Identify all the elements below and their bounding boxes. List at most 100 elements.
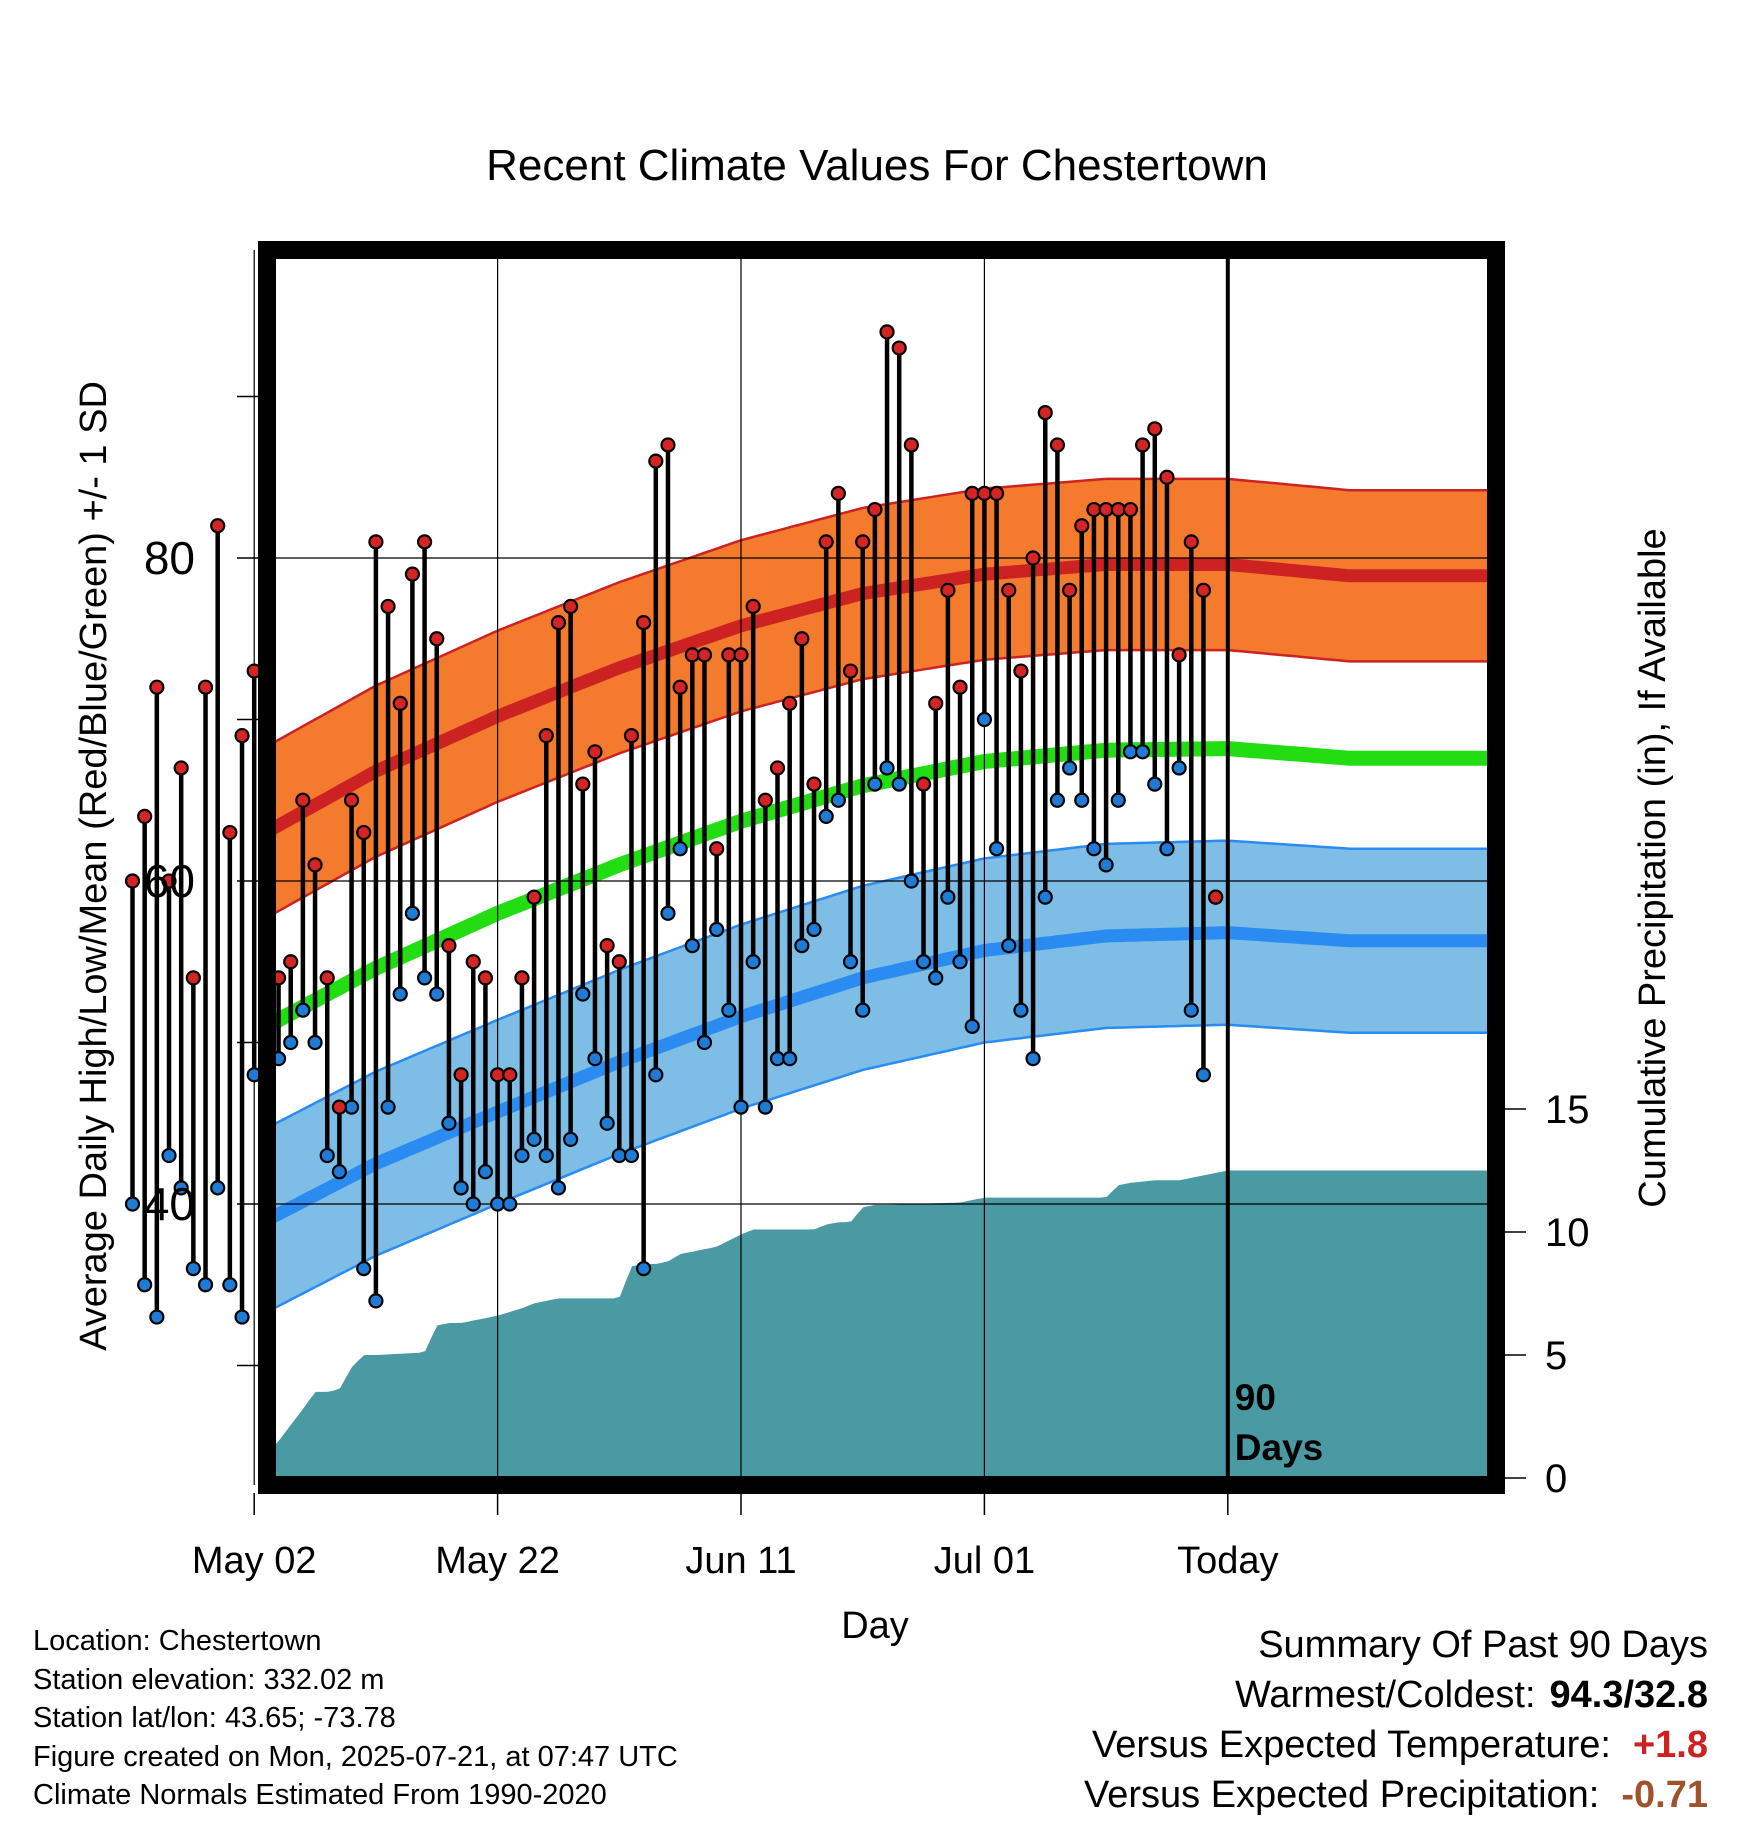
high-point: [782, 695, 798, 711]
low-point: [575, 986, 591, 1002]
high-point: [928, 695, 944, 711]
high-point: [684, 647, 700, 663]
low-point: [502, 1196, 518, 1212]
high-point: [842, 663, 859, 679]
high-point: [526, 889, 542, 905]
high-point: [380, 598, 396, 615]
low-point: [940, 889, 956, 905]
low-point: [745, 954, 761, 970]
high-sd-band: [267, 478, 1491, 918]
high-point: [1098, 501, 1114, 518]
high-point: [490, 1067, 506, 1083]
low-point: [368, 1293, 384, 1309]
high-point: [210, 518, 226, 534]
high-point: [368, 534, 384, 550]
high-point: [855, 534, 871, 550]
low-point: [636, 1260, 652, 1277]
x-tick-label: May 22: [435, 1540, 560, 1582]
high-point: [356, 824, 372, 841]
low-point: [197, 1277, 214, 1293]
precip-label: Versus Expected Precipitation:: [1083, 1774, 1600, 1816]
high-point: [173, 760, 189, 776]
y-tick-label: 80: [144, 532, 195, 584]
low-point: [137, 1277, 153, 1293]
low-point: [964, 1018, 980, 1034]
low-point: [928, 970, 944, 986]
y2-axis-label: Cumulative Precipitation (in), If Availa…: [1632, 528, 1674, 1207]
high-point: [331, 1099, 347, 1115]
low-point: [477, 1164, 494, 1180]
low-point: [234, 1309, 250, 1325]
low-point: [1037, 889, 1053, 905]
warm-cold-label: Warmest/Coldest:: [1234, 1674, 1536, 1716]
low-point: [769, 1051, 786, 1067]
low-point: [319, 1147, 335, 1164]
x-tick-label: Jun 11: [685, 1540, 796, 1582]
low-point: [283, 1034, 299, 1051]
high-point: [1122, 501, 1139, 518]
high-point: [1086, 501, 1102, 518]
low-point: [696, 1034, 713, 1051]
y2-tick-label: 10: [1545, 1211, 1590, 1255]
low-point: [794, 937, 810, 954]
x-tick-label: May 02: [192, 1540, 317, 1582]
high-point: [222, 824, 238, 841]
low-point: [404, 905, 421, 921]
low-band-upper-edge: [267, 839, 1491, 1130]
low-point: [331, 1164, 347, 1180]
low-point: [818, 808, 834, 825]
low-point: [1183, 1002, 1199, 1018]
low-point: [173, 1180, 189, 1196]
high-point: [1025, 550, 1041, 566]
low-point: [210, 1180, 226, 1196]
high-point: [1074, 518, 1090, 534]
normal-low-line: [267, 926, 1491, 1226]
low-point: [623, 1147, 640, 1164]
low-point: [782, 1051, 798, 1067]
high-point: [1110, 501, 1126, 518]
low-point: [1147, 776, 1163, 792]
precip-value: -0.71: [1621, 1774, 1708, 1816]
low-point: [343, 1099, 360, 1115]
low-point: [1086, 841, 1102, 857]
high-point: [867, 501, 883, 518]
high-point: [1183, 534, 1199, 550]
low-point: [161, 1147, 177, 1164]
temp-row: Versus Expected Temperature: +1.8: [1084, 1720, 1708, 1770]
low-point: [733, 1099, 749, 1115]
high-point: [599, 937, 615, 954]
low-point: [721, 1002, 737, 1018]
summary-heading: Summary Of Past 90 Days: [1258, 1624, 1708, 1666]
y2-tick-label: 0: [1545, 1457, 1567, 1501]
low-point: [952, 954, 968, 970]
high-point: [1147, 421, 1163, 437]
high-point: [952, 679, 968, 695]
today-days-label: Days: [1235, 1427, 1323, 1468]
low-point: [526, 1131, 542, 1148]
low-point: [976, 711, 993, 728]
plot-frame: [258, 241, 1505, 1494]
low-point: [185, 1260, 201, 1277]
high-point: [1001, 582, 1017, 598]
low-sd-band: [267, 840, 1491, 1312]
elevation-line: Station elevation: 332.02 m: [33, 1663, 385, 1696]
high-point: [307, 857, 323, 873]
high-point: [1159, 469, 1175, 485]
temp-value: +1.8: [1632, 1724, 1708, 1766]
high-point: [197, 679, 214, 695]
high-point: [563, 598, 579, 615]
low-point: [1159, 841, 1175, 857]
low-point: [124, 1196, 141, 1212]
y2-tick-label: 5: [1545, 1334, 1567, 1378]
y-tick-label: 40: [144, 1178, 195, 1230]
low-point: [684, 937, 700, 954]
x-tick-label: Today: [1177, 1540, 1278, 1582]
low-point: [709, 921, 725, 938]
warm-cold-value: 94.3/32.8: [1549, 1674, 1708, 1716]
high-point: [940, 582, 956, 598]
high-point: [124, 873, 141, 889]
low-point: [465, 1196, 481, 1212]
high-point: [879, 324, 895, 340]
high-point: [234, 728, 250, 744]
high-point: [672, 679, 688, 695]
